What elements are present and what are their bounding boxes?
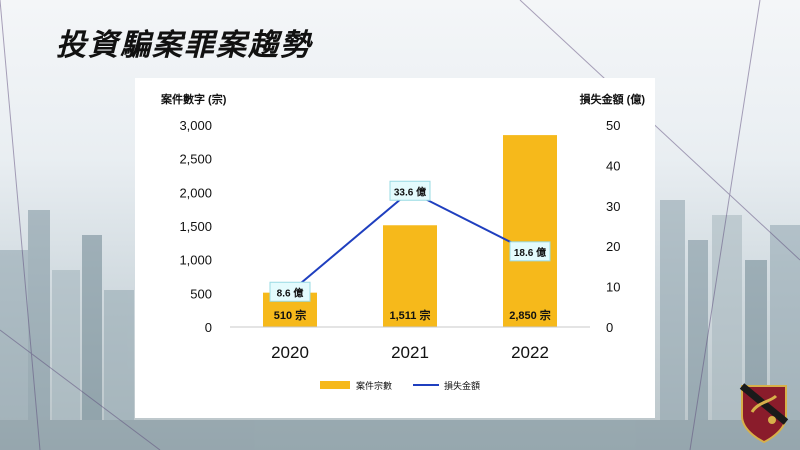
y-right-tick-label: 0 (606, 320, 613, 335)
line-label-box (269, 281, 311, 302)
y-axis-left-label: 案件數字 (宗) (160, 92, 227, 106)
y-right-tick-label: 50 (606, 118, 620, 133)
legend-label-line: 損失金額 (444, 380, 480, 391)
bar (503, 135, 557, 327)
police-crest-icon (739, 383, 789, 444)
y-right-tick-label: 20 (606, 239, 620, 254)
legend-label-bar: 案件宗數 (356, 380, 392, 391)
line-label-box (389, 180, 431, 201)
y-right-tick-label: 40 (606, 158, 620, 173)
y-left-tick-label: 500 (190, 286, 212, 301)
combo-chart: 案件數字 (宗) 損失金額 (億) 05001,0001,5002,0002,5… (160, 92, 646, 391)
line-data-label: 33.6 億 (394, 185, 426, 198)
y-left-tick-label: 1,500 (179, 219, 212, 234)
y-left-tick-label: 1,000 (179, 253, 212, 268)
y-right-tick-label: 30 (606, 199, 620, 214)
line-data-label: 8.6 億 (277, 286, 304, 299)
y-left-tick-label: 2,000 (179, 185, 212, 200)
bar-data-label: 1,511 宗 (390, 308, 431, 322)
x-tick-label: 2021 (391, 343, 429, 362)
line-label-box (509, 241, 551, 262)
page-title: 投資騙案罪案趨勢 (56, 28, 312, 63)
y-left-tick-label: 0 (205, 320, 212, 335)
legend-swatch-bar (320, 381, 350, 389)
x-tick-label: 2022 (511, 343, 549, 362)
y-right-tick-label: 10 (606, 280, 620, 295)
x-tick-label: 2020 (271, 343, 309, 362)
bar (383, 225, 437, 327)
bar-data-label: 2,850 宗 (509, 308, 551, 322)
y-left-tick-label: 3,000 (179, 118, 212, 133)
line-data-label: 18.6 億 (514, 246, 546, 259)
bar-data-label: 510 宗 (274, 308, 306, 322)
y-axis-right-label: 損失金額 (億) (580, 92, 646, 106)
y-left-tick-label: 2,500 (179, 152, 212, 167)
